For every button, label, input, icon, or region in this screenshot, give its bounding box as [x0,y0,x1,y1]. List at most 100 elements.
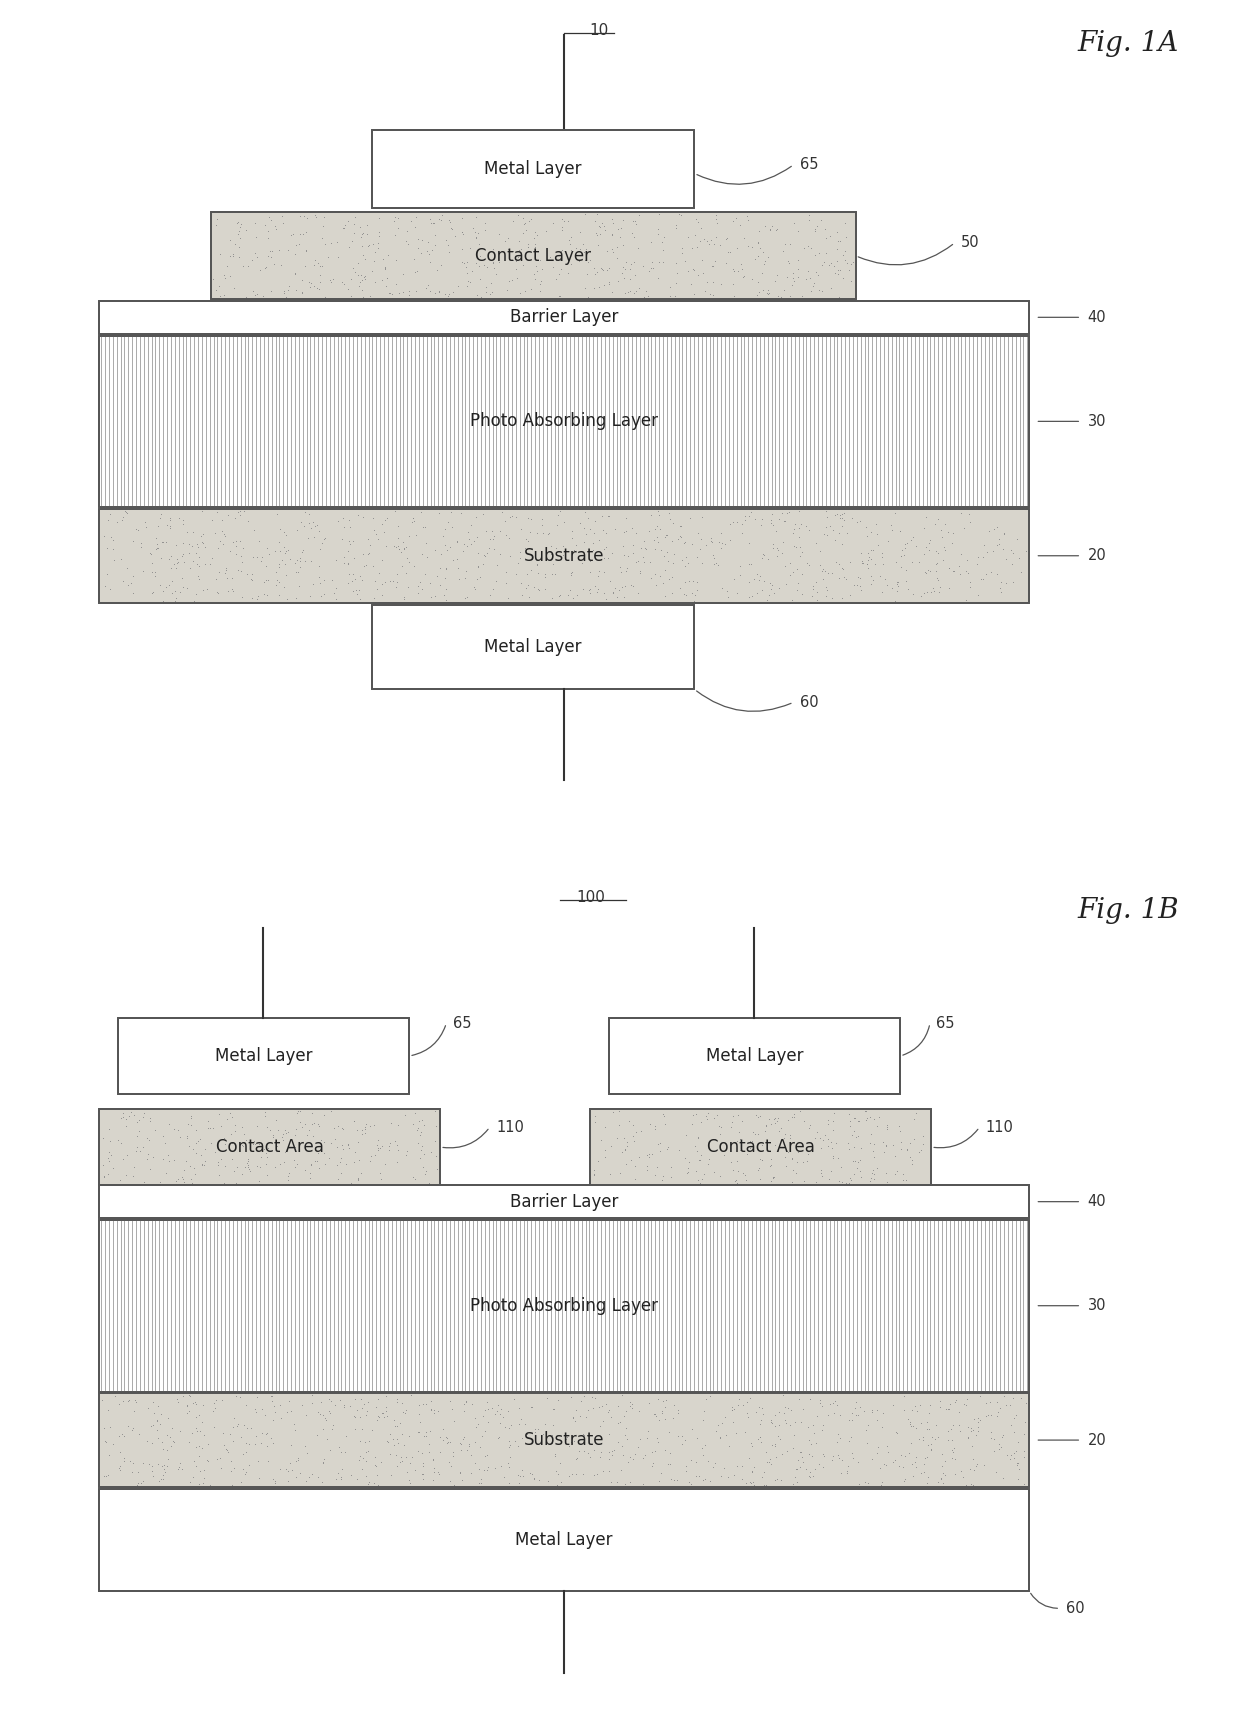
Point [469,231,489,258]
Point [186,1415,206,1443]
Point [347,1127,367,1155]
Point [645,560,665,588]
Point [715,531,735,558]
Point [285,584,305,612]
Point [397,217,417,244]
Point [148,1450,167,1477]
Point [377,272,397,300]
Point [166,584,186,612]
Point [466,224,486,251]
Point [231,213,250,241]
Bar [99,1221,1029,1391]
Point [397,1138,417,1165]
Point [237,217,257,244]
Point [456,1389,476,1417]
Point [827,246,847,274]
Point [973,565,993,593]
Point [363,551,383,579]
Point [813,555,833,583]
Point [115,1111,135,1139]
Point [345,203,365,231]
Point [584,1160,604,1188]
Point [621,570,641,598]
Point [708,1411,728,1439]
Point [594,257,614,284]
Point [533,520,553,548]
Point [918,557,937,584]
Point [403,1164,423,1191]
Point [601,220,621,248]
Point [143,1389,162,1417]
Text: Barrier Layer: Barrier Layer [510,1193,619,1210]
Point [733,264,753,291]
Point [901,1411,921,1439]
Point [843,1148,863,1176]
Point [133,1134,153,1162]
Point [360,231,379,258]
Point [923,1424,942,1451]
Point [614,231,634,258]
Point [255,1401,275,1429]
Point [763,531,782,558]
Point [614,1124,634,1151]
Point [609,1098,629,1125]
Point [620,1387,640,1415]
Point [150,505,170,532]
Point [477,1441,497,1469]
Point [547,246,567,274]
Point [263,1124,283,1151]
Point [702,251,722,279]
Point [763,1410,782,1437]
Point [828,1441,848,1469]
Point [616,1425,636,1453]
Point [453,1465,472,1493]
Point [172,574,192,602]
Point [751,1406,771,1434]
Text: Photo Absorbing Layer: Photo Absorbing Layer [470,1297,658,1314]
Point [709,1424,729,1451]
Point [687,1424,707,1451]
Point [593,210,613,238]
Point [904,1125,924,1153]
Point [170,1417,190,1444]
Point [295,546,315,574]
Point [444,1439,464,1467]
Point [231,1424,250,1451]
Point [503,206,523,234]
Point [552,238,572,265]
Point [641,227,661,255]
Point [469,1455,489,1483]
Point [397,544,417,572]
Point [113,1146,133,1174]
Point [640,257,660,284]
Point [136,1124,156,1151]
Point [702,529,722,557]
Point [728,1169,748,1196]
Point [465,527,485,555]
Point [649,215,668,243]
Point [693,258,713,286]
Point [637,1425,657,1453]
Point [470,253,490,281]
Point [687,569,707,596]
Point [346,565,366,593]
Point [775,508,795,536]
Point [207,577,227,605]
Point [180,1151,200,1179]
Point [609,576,629,603]
Point [109,1437,129,1465]
Point [836,1169,856,1196]
Point [758,279,777,307]
Point [914,579,934,607]
Point [563,517,583,544]
Point [701,524,720,551]
Point [655,1406,675,1434]
Point [208,1101,228,1129]
Point [812,251,832,279]
Point [321,567,341,595]
Point [217,577,237,605]
Point [584,1157,604,1184]
Point [817,1106,837,1134]
Point [320,1399,340,1427]
Point [394,1431,414,1458]
